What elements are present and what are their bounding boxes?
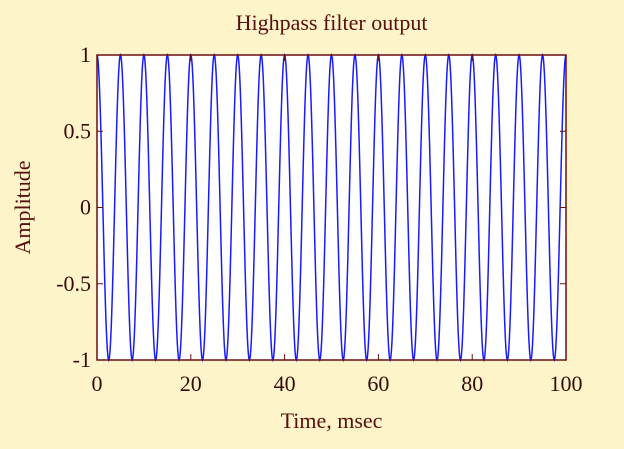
plot-area [97, 55, 566, 360]
x-tick-label: 100 [550, 371, 583, 396]
y-tick-label: 0.5 [64, 118, 92, 143]
x-axis-ticks: 0 20 40 60 80 100 [92, 55, 583, 396]
y-axis-ticks: 1 0.5 0 -0.5 -1 [56, 42, 566, 372]
y-tick-label: 1 [80, 42, 91, 67]
x-tick-label: 20 [180, 371, 202, 396]
x-tick-label: 80 [461, 371, 483, 396]
chart-title: Highpass filter output [236, 10, 428, 35]
x-tick-label: 60 [367, 371, 389, 396]
y-tick-label: -0.5 [56, 271, 91, 296]
x-tick-label: 0 [92, 371, 103, 396]
x-axis-label: Time, msec [281, 408, 383, 433]
y-axis-label: Amplitude [10, 160, 35, 254]
y-tick-label: 0 [80, 195, 91, 220]
y-tick-label: -1 [73, 347, 91, 372]
x-tick-label: 40 [274, 371, 296, 396]
